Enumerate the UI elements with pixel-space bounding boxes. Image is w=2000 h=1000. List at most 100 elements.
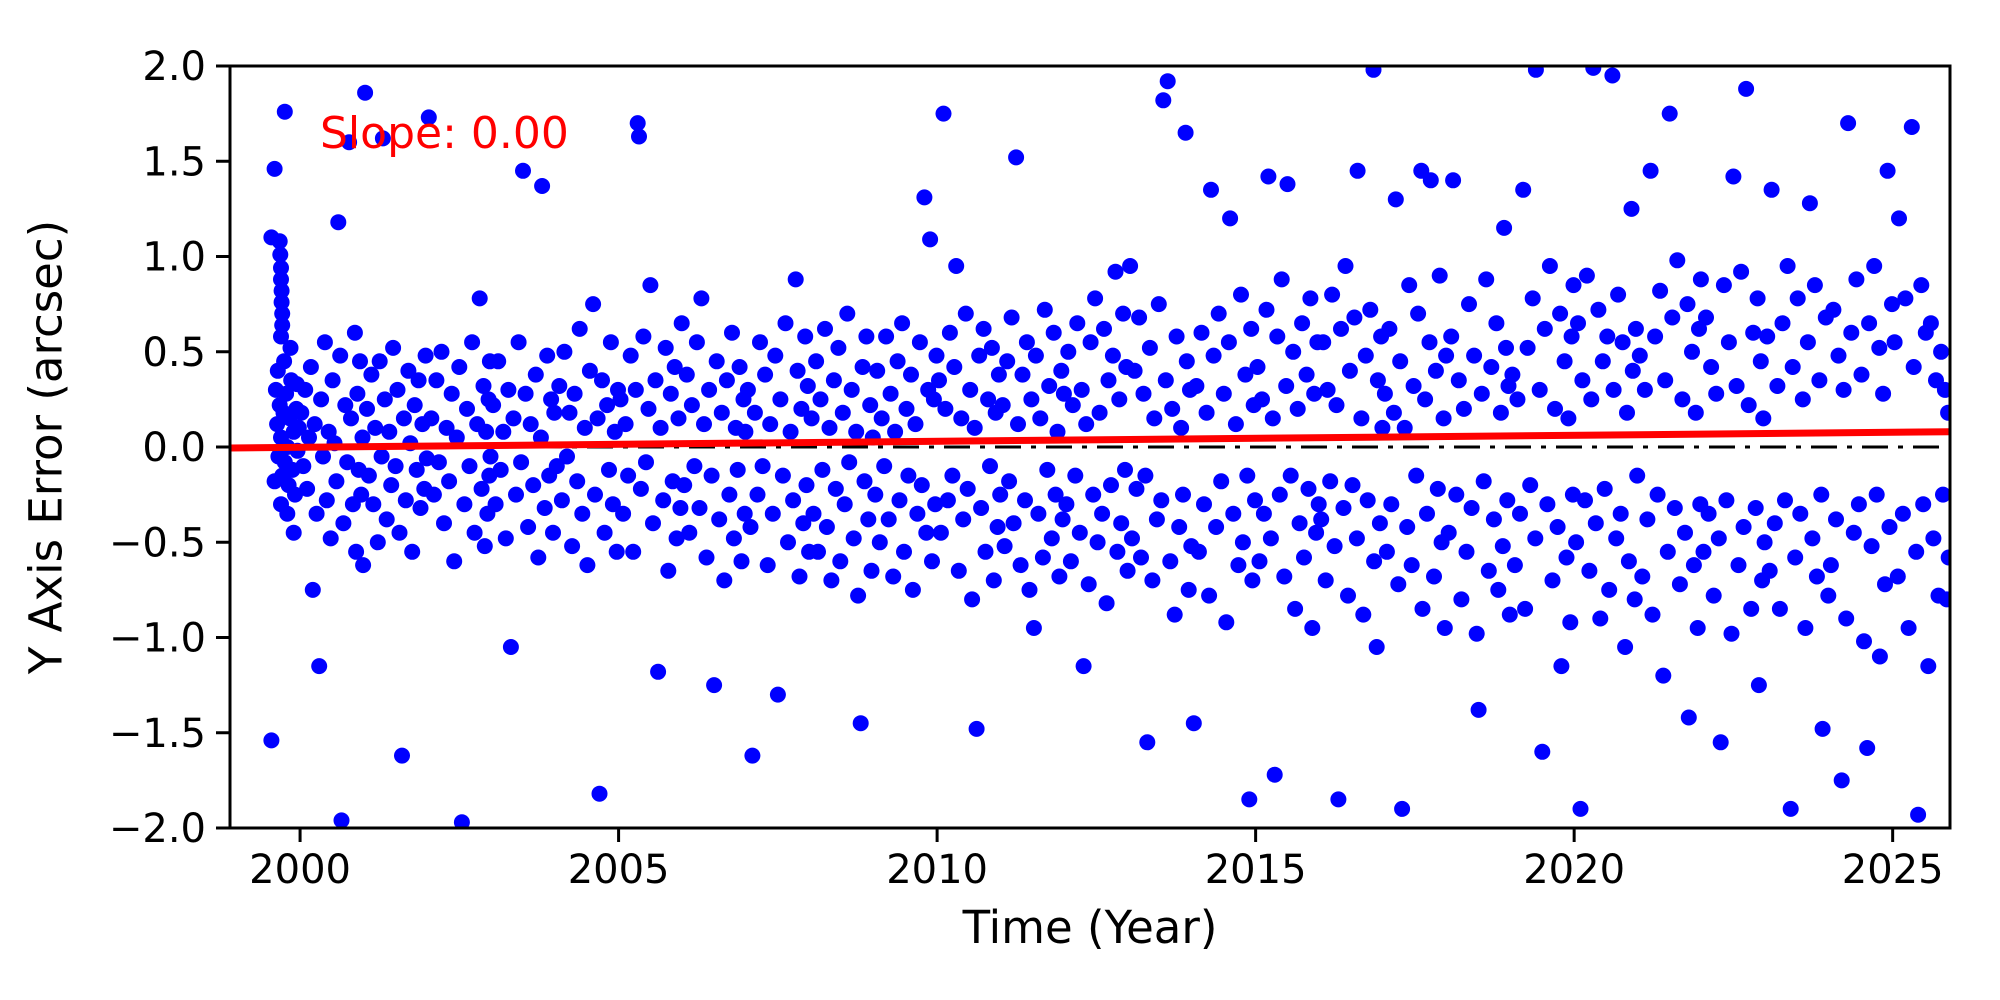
data-point xyxy=(1806,277,1823,294)
data-point xyxy=(1071,524,1088,541)
data-point xyxy=(1792,505,1809,522)
data-point xyxy=(564,538,581,555)
data-point xyxy=(278,385,295,402)
data-point xyxy=(1440,524,1457,541)
data-point xyxy=(517,385,534,402)
data-point xyxy=(638,454,654,471)
data-point xyxy=(1647,328,1664,345)
data-point xyxy=(1677,524,1693,541)
data-point xyxy=(1276,568,1293,585)
data-point xyxy=(922,231,939,248)
data-point xyxy=(688,334,705,351)
data-point xyxy=(764,505,781,522)
data-point xyxy=(1884,296,1900,313)
data-point xyxy=(446,553,463,570)
data-point xyxy=(863,562,880,579)
data-point xyxy=(1671,576,1688,593)
data-point xyxy=(1766,515,1783,532)
data-point xyxy=(508,486,524,503)
data-point xyxy=(339,454,356,471)
data-point xyxy=(346,324,363,341)
data-point xyxy=(927,496,944,513)
data-point xyxy=(1463,500,1480,516)
data-point xyxy=(304,581,321,598)
data-point xyxy=(1730,557,1747,574)
data-point xyxy=(355,557,372,574)
data-point xyxy=(601,461,617,478)
data-point xyxy=(830,339,847,356)
data-point xyxy=(1811,372,1828,389)
data-point xyxy=(330,214,347,231)
data-point xyxy=(1080,576,1097,593)
data-point xyxy=(1255,505,1272,522)
data-point xyxy=(566,385,583,402)
data-point xyxy=(612,391,629,408)
data-point xyxy=(966,419,983,436)
data-point xyxy=(1396,419,1413,436)
data-point xyxy=(1414,600,1431,617)
data-point xyxy=(1492,404,1509,421)
data-point xyxy=(1366,553,1383,570)
data-point xyxy=(1218,614,1235,631)
data-point xyxy=(381,423,398,440)
data-point xyxy=(349,385,366,402)
data-point xyxy=(973,500,990,516)
data-point xyxy=(759,557,776,574)
data-point xyxy=(1570,315,1586,332)
data-point xyxy=(856,473,873,490)
data-point xyxy=(1468,625,1485,642)
data-point xyxy=(1227,416,1244,433)
data-point xyxy=(394,747,410,764)
data-point xyxy=(1889,568,1906,585)
data-point xyxy=(602,334,619,351)
data-point xyxy=(423,410,440,427)
data-point xyxy=(1894,505,1911,522)
data-point xyxy=(762,416,779,433)
data-point xyxy=(668,530,685,547)
data-point xyxy=(876,458,893,475)
data-point xyxy=(1251,553,1268,570)
data-point xyxy=(1139,734,1156,751)
data-point xyxy=(996,538,1013,555)
data-point xyxy=(1296,549,1312,566)
data-point xyxy=(408,461,425,478)
data-point xyxy=(1317,572,1334,589)
data-point xyxy=(591,785,608,802)
data-point xyxy=(443,385,460,402)
data-point xyxy=(313,391,330,408)
data-point xyxy=(1547,400,1563,417)
data-point xyxy=(1886,334,1903,351)
data-point xyxy=(1649,486,1666,503)
data-point xyxy=(1541,258,1558,274)
data-point xyxy=(492,461,509,478)
data-point xyxy=(1001,473,1018,490)
data-point xyxy=(1761,562,1778,579)
data-point xyxy=(983,339,1000,356)
data-point xyxy=(968,720,985,737)
data-point xyxy=(1089,534,1106,551)
data-point xyxy=(1590,301,1607,318)
data-point xyxy=(1938,591,1950,608)
data-point xyxy=(1820,587,1837,604)
data-point xyxy=(1008,149,1025,166)
data-point xyxy=(789,362,806,379)
data-point xyxy=(1504,366,1521,383)
data-point xyxy=(1222,210,1239,227)
data-point xyxy=(1612,505,1629,522)
data-point xyxy=(1850,496,1867,513)
data-point xyxy=(1601,581,1618,598)
data-point xyxy=(478,423,495,440)
data-point xyxy=(1190,543,1207,560)
data-point xyxy=(708,353,725,370)
data-point xyxy=(823,572,840,589)
data-point xyxy=(1039,461,1056,478)
data-point xyxy=(673,315,690,332)
data-point xyxy=(1509,391,1526,408)
data-point xyxy=(769,686,786,703)
data-point xyxy=(629,115,646,132)
data-point xyxy=(1234,534,1251,551)
data-point xyxy=(383,477,400,494)
data-point xyxy=(436,515,452,532)
data-point xyxy=(941,324,958,341)
